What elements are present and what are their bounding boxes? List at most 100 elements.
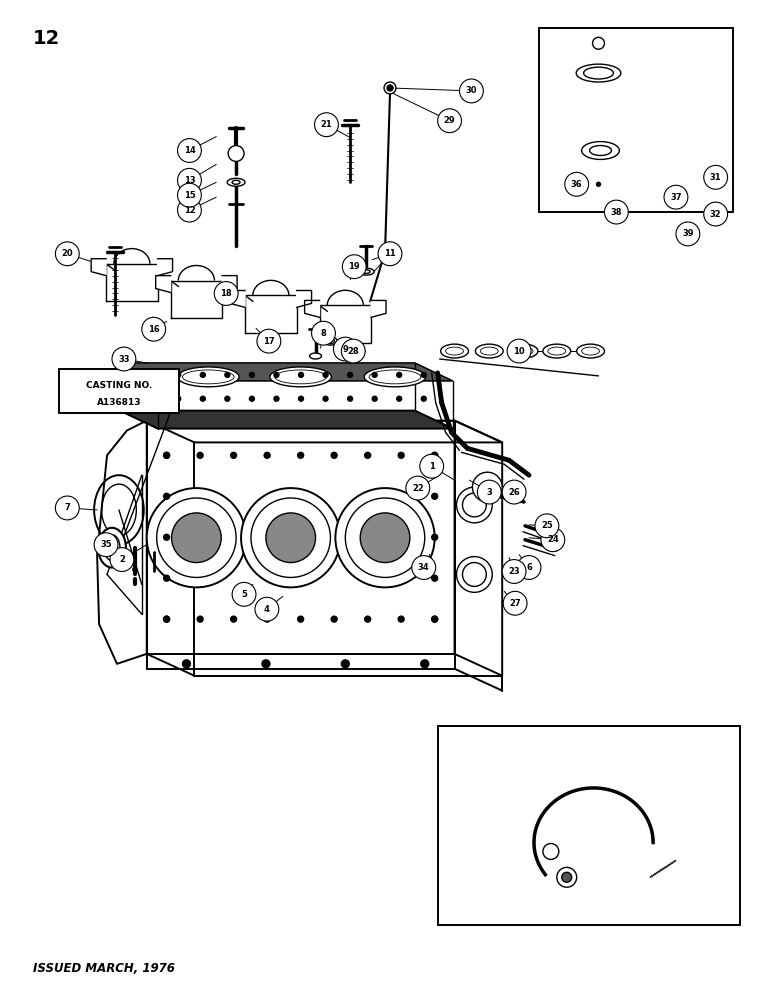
- Circle shape: [261, 508, 321, 568]
- Text: 5: 5: [241, 590, 247, 599]
- Ellipse shape: [548, 347, 566, 355]
- Circle shape: [463, 563, 486, 586]
- Ellipse shape: [104, 535, 120, 561]
- Circle shape: [299, 396, 303, 401]
- Circle shape: [431, 616, 438, 622]
- Polygon shape: [147, 421, 455, 654]
- Circle shape: [360, 513, 410, 563]
- Circle shape: [535, 514, 558, 538]
- Circle shape: [110, 548, 134, 571]
- Circle shape: [164, 534, 169, 540]
- Circle shape: [342, 255, 366, 279]
- Circle shape: [133, 568, 136, 571]
- Circle shape: [342, 660, 349, 668]
- Circle shape: [262, 660, 270, 668]
- Circle shape: [365, 452, 370, 458]
- Circle shape: [241, 488, 340, 587]
- Circle shape: [664, 185, 688, 209]
- Text: 17: 17: [263, 337, 275, 346]
- Circle shape: [250, 396, 254, 401]
- Circle shape: [342, 339, 365, 363]
- Text: 7: 7: [65, 503, 70, 512]
- Circle shape: [431, 616, 438, 622]
- Text: 32: 32: [710, 210, 722, 219]
- Circle shape: [604, 200, 629, 224]
- Text: 34: 34: [418, 563, 430, 572]
- Circle shape: [178, 198, 201, 222]
- Circle shape: [456, 557, 492, 592]
- Circle shape: [593, 37, 604, 49]
- Circle shape: [164, 616, 169, 622]
- Circle shape: [543, 844, 558, 859]
- Text: 19: 19: [349, 262, 360, 271]
- Polygon shape: [305, 300, 320, 317]
- Circle shape: [355, 508, 415, 568]
- Circle shape: [323, 372, 328, 377]
- Text: 18: 18: [221, 289, 232, 298]
- Ellipse shape: [576, 344, 604, 358]
- Ellipse shape: [369, 370, 420, 384]
- Text: 10: 10: [513, 347, 525, 356]
- Text: 9: 9: [342, 345, 348, 354]
- Circle shape: [541, 528, 565, 552]
- Circle shape: [459, 79, 484, 103]
- Ellipse shape: [515, 347, 533, 355]
- Circle shape: [431, 493, 438, 499]
- Ellipse shape: [270, 367, 332, 387]
- Circle shape: [147, 488, 246, 587]
- Circle shape: [502, 480, 526, 504]
- Circle shape: [431, 452, 438, 458]
- Circle shape: [167, 508, 226, 568]
- Circle shape: [397, 396, 402, 401]
- Circle shape: [55, 242, 80, 266]
- Text: 20: 20: [62, 249, 73, 258]
- Circle shape: [346, 498, 425, 577]
- Circle shape: [176, 372, 181, 377]
- Circle shape: [387, 85, 393, 91]
- Polygon shape: [651, 860, 676, 877]
- Circle shape: [323, 396, 328, 401]
- Circle shape: [420, 454, 444, 478]
- Polygon shape: [371, 300, 386, 317]
- Circle shape: [200, 396, 205, 401]
- Ellipse shape: [98, 528, 126, 568]
- Text: 29: 29: [444, 116, 456, 125]
- Circle shape: [151, 396, 156, 401]
- Polygon shape: [156, 276, 171, 292]
- Text: 35: 35: [100, 540, 112, 549]
- Circle shape: [384, 82, 396, 94]
- Circle shape: [378, 242, 402, 266]
- Circle shape: [298, 452, 303, 458]
- Ellipse shape: [510, 344, 538, 358]
- Text: 12: 12: [183, 206, 195, 215]
- Text: 13: 13: [183, 176, 195, 185]
- Polygon shape: [171, 281, 222, 318]
- Text: 21: 21: [321, 120, 332, 129]
- Bar: [59, 369, 179, 413]
- Ellipse shape: [358, 268, 374, 275]
- Circle shape: [197, 616, 203, 622]
- Circle shape: [183, 660, 190, 668]
- Circle shape: [164, 575, 169, 581]
- Circle shape: [274, 396, 279, 401]
- Text: 39: 39: [682, 229, 693, 238]
- Ellipse shape: [480, 347, 498, 355]
- Circle shape: [164, 493, 169, 499]
- Ellipse shape: [183, 370, 234, 384]
- Circle shape: [477, 480, 502, 504]
- Circle shape: [473, 472, 502, 502]
- Circle shape: [200, 372, 205, 377]
- Polygon shape: [147, 421, 502, 442]
- Text: 31: 31: [710, 173, 722, 182]
- Circle shape: [314, 113, 339, 137]
- Circle shape: [348, 396, 353, 401]
- Circle shape: [225, 396, 230, 401]
- Text: 1: 1: [429, 462, 434, 471]
- Circle shape: [332, 616, 337, 622]
- Circle shape: [176, 396, 181, 401]
- Circle shape: [365, 616, 370, 622]
- Text: CASTING NO.: CASTING NO.: [86, 381, 152, 390]
- Ellipse shape: [324, 337, 338, 345]
- Polygon shape: [158, 259, 172, 276]
- Circle shape: [372, 396, 378, 401]
